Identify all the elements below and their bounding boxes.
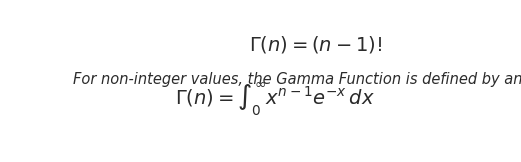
- Text: $\Gamma(n) = \int_0^{\infty} x^{n-1}e^{-x}\, dx$: $\Gamma(n) = \int_0^{\infty} x^{n-1}e^{-…: [175, 80, 375, 117]
- Text: For non-integer values, the Gamma Function is defined by an integral:: For non-integer values, the Gamma Functi…: [73, 72, 521, 87]
- Text: $\Gamma(n) = (n-1)!$: $\Gamma(n) = (n-1)!$: [249, 34, 382, 55]
